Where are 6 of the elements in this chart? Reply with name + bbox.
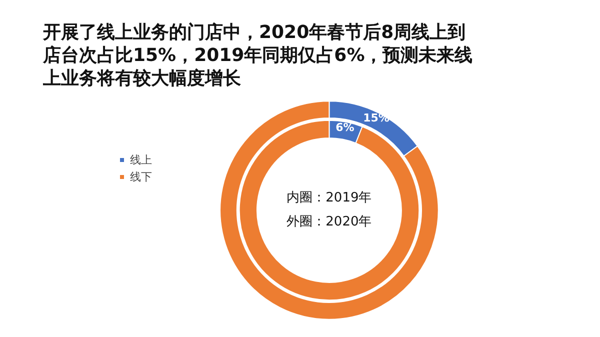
text: 外圈：2020年 — [286, 214, 372, 230]
legend-label: 线下 — [130, 170, 152, 184]
data-label: 6% — [336, 121, 354, 134]
text: 内圈：2019年 — [286, 190, 372, 206]
chart-title: 开展了线上业务的门店中，2020年春节后8周线上到店台次占比15%，2019年同期仅占6%，预测未来线上业务将有较大幅度增长 — [42, 22, 473, 89]
legend-label: 线上 — [130, 154, 152, 166]
